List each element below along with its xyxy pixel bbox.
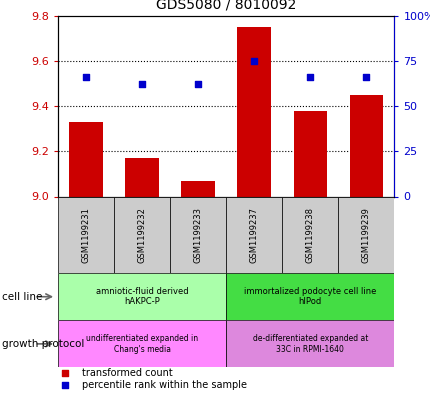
- Bar: [170, 196, 226, 273]
- Bar: [58, 273, 226, 320]
- Bar: [125, 158, 159, 196]
- Bar: [181, 181, 215, 196]
- Bar: [226, 273, 393, 320]
- Text: GSM1199232: GSM1199232: [138, 207, 146, 263]
- Bar: [293, 110, 326, 196]
- Text: percentile rank within the sample: percentile rank within the sample: [82, 380, 246, 390]
- Text: GSM1199233: GSM1199233: [194, 207, 202, 263]
- Bar: [58, 196, 114, 273]
- Bar: [114, 196, 170, 273]
- Bar: [282, 196, 338, 273]
- Bar: [69, 122, 103, 196]
- Text: GSM1199231: GSM1199231: [82, 207, 90, 263]
- Title: GDS5080 / 8010092: GDS5080 / 8010092: [156, 0, 296, 12]
- Bar: [237, 27, 270, 196]
- Bar: [226, 320, 393, 367]
- Point: [250, 58, 257, 64]
- Text: growth protocol: growth protocol: [2, 339, 84, 349]
- Text: undifferentiated expanded in
Chang's media: undifferentiated expanded in Chang's med…: [86, 334, 198, 354]
- Text: amniotic-fluid derived
hAKPC-P: amniotic-fluid derived hAKPC-P: [96, 287, 188, 307]
- Bar: [226, 196, 282, 273]
- Point: [83, 74, 89, 80]
- Point: [61, 382, 68, 388]
- Point: [61, 370, 68, 376]
- Point: [362, 74, 369, 80]
- Point: [306, 74, 313, 80]
- Bar: [338, 196, 393, 273]
- Text: immortalized podocyte cell line
hIPod: immortalized podocyte cell line hIPod: [243, 287, 376, 307]
- Bar: [58, 320, 226, 367]
- Text: cell line: cell line: [2, 292, 43, 302]
- Bar: [349, 95, 382, 196]
- Point: [194, 81, 201, 88]
- Text: GSM1199239: GSM1199239: [361, 207, 370, 263]
- Text: GSM1199237: GSM1199237: [249, 207, 258, 263]
- Text: GSM1199238: GSM1199238: [305, 207, 314, 263]
- Text: de-differentiated expanded at
33C in RPMI-1640: de-differentiated expanded at 33C in RPM…: [252, 334, 367, 354]
- Point: [138, 81, 145, 88]
- Text: transformed count: transformed count: [82, 368, 172, 378]
